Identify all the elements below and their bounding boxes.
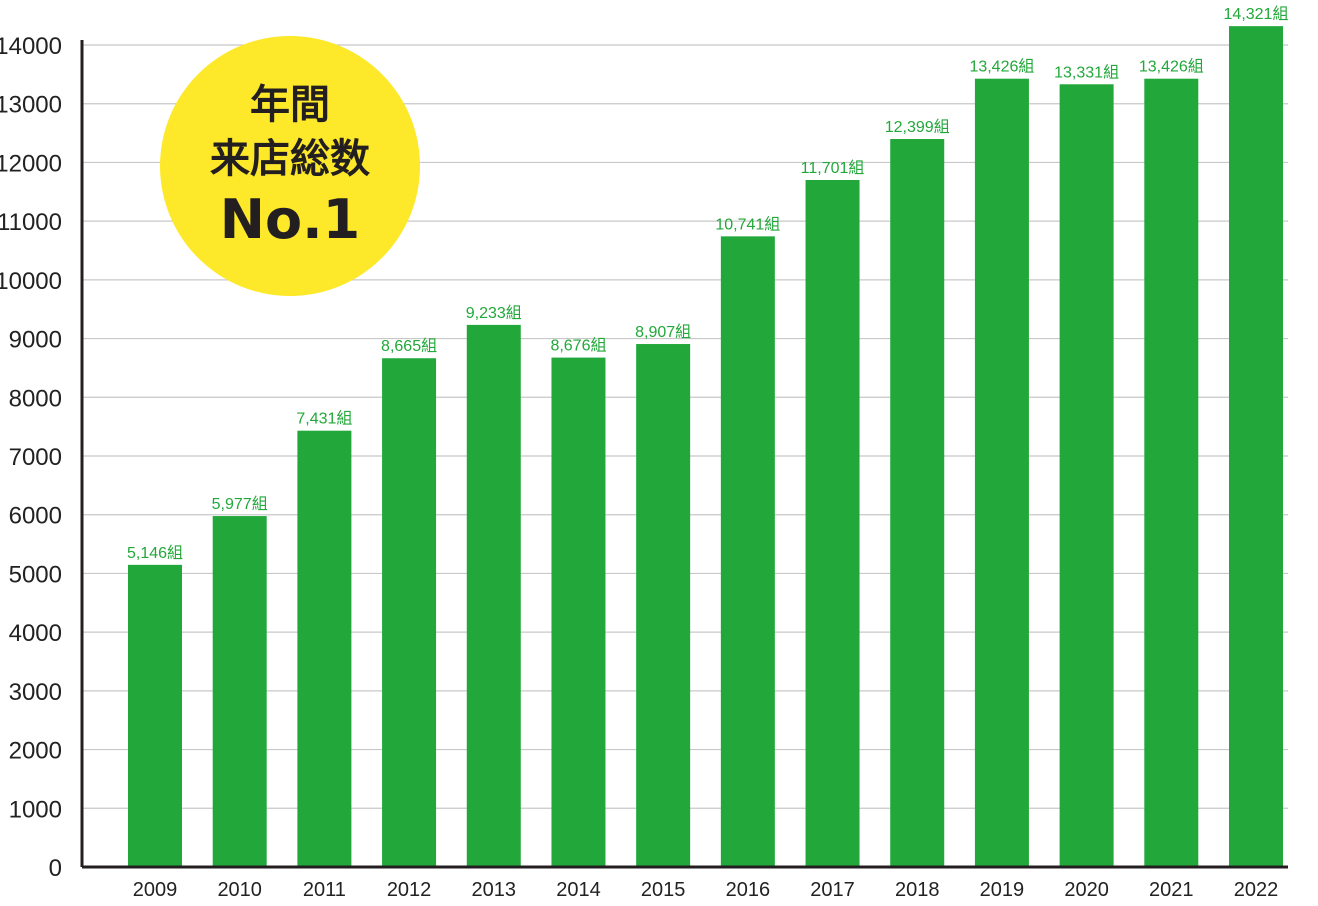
bar-2021 [1144,78,1199,867]
y-tick-label: 6000 [9,503,62,530]
y-tick-label: 0 [49,855,62,882]
y-tick-label: 4000 [9,620,62,647]
y-axis: 0 1000 2000 3000 4000 5000 6000 7000 8000 9000 100… [0,33,84,882]
badge-line2: 来店総数 [210,136,370,182]
bar-2010 [212,516,267,867]
badge-circle [160,36,420,296]
y-tick-label: 5000 [9,561,62,588]
bar-2016 [720,236,775,867]
y-tick-label: 8000 [9,385,62,412]
x-tick-label-2022: 2022 [1234,879,1279,901]
data-label-2022: 14,321組 [1224,5,1289,23]
x-tick-label-2021: 2021 [1149,879,1194,901]
data-label-2021: 13,426組 [1139,58,1204,76]
data-label-2011: 7,431組 [296,410,352,428]
bar-2022 [1229,26,1283,868]
data-label-2019: 13,426組 [969,58,1034,76]
y-tick-label: 11000 [0,209,62,236]
bar-2020 [1059,84,1114,868]
ranking-badge: 年間 来店総数 No.1 [160,36,420,296]
data-label-2010: 5,977組 [212,495,268,513]
y-tick-label: 12000 [0,150,62,177]
data-label-2018: 12,399組 [885,118,950,136]
badge-line1: 年間 [250,82,330,128]
bar-2012 [382,358,437,867]
x-tick-label-2012: 2012 [387,879,432,901]
x-tick-label-2017: 2017 [810,879,855,901]
x-tick-label-2020: 2020 [1064,879,1109,901]
data-labels: 5,146組 5,977組 7,431組 8,665組 9,233組 8,676組 8,90… [127,5,1289,562]
data-label-2009: 5,146組 [127,544,183,562]
x-tick-label-2018: 2018 [895,879,940,901]
data-label-2020: 13,331組 [1054,63,1119,81]
y-tick-label: 10000 [0,268,62,295]
bar-2014 [551,357,606,867]
y-tick-label: 3000 [9,679,62,706]
x-tick-label-2011: 2011 [303,879,346,901]
data-label-2014: 8,676組 [550,337,606,355]
bar-2018 [890,139,945,867]
data-label-2017: 11,701組 [801,159,865,177]
x-tick-label-2016: 2016 [726,879,771,901]
bar-2015 [636,344,691,867]
bar-2019 [974,78,1029,867]
x-tick-label-2014: 2014 [556,879,601,901]
data-label-2012: 8,665組 [381,337,437,355]
y-tick-label: 13000 [0,92,62,119]
bars [128,26,1283,868]
y-tick-label: 7000 [9,444,62,471]
bar-2009 [128,564,182,867]
x-tick-label-2009: 2009 [133,879,178,901]
x-tick-label-2019: 2019 [980,879,1025,901]
x-tick-label-2010: 2010 [217,879,262,901]
bar-2013 [466,324,521,867]
y-tick-label: 1000 [9,796,62,823]
badge-line3: No.1 [220,188,360,251]
x-tick-label-2015: 2015 [641,879,686,901]
data-label-2016: 10,741組 [715,215,780,233]
bar-2011 [297,430,352,867]
bar-2017 [805,179,860,868]
x-axis: 2009 2010 2011 2012 2013 2014 2015 2016 2017 2018… [82,865,1288,901]
y-tick-label: 14000 [0,33,62,60]
data-label-2013: 9,233組 [466,304,522,322]
data-label-2015: 8,907組 [635,323,691,341]
x-tick-label-2013: 2013 [472,879,517,901]
y-tick-label: 2000 [9,738,62,765]
y-tick-label: 9000 [9,327,62,354]
